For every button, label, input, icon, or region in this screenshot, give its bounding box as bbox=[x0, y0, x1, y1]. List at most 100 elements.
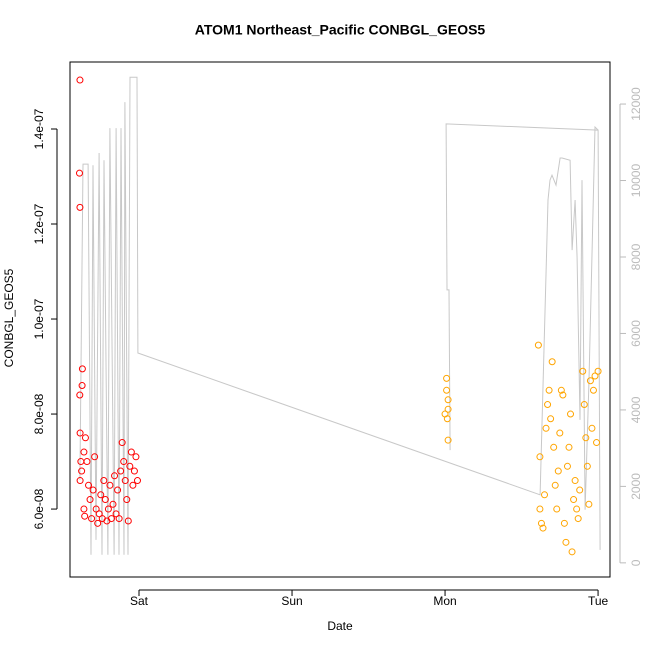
point bbox=[565, 443, 573, 451]
y2-tick-label: 8000 bbox=[629, 243, 643, 270]
point bbox=[78, 467, 86, 475]
x-axis-label: Date bbox=[327, 619, 353, 633]
point bbox=[76, 477, 84, 485]
point bbox=[557, 386, 565, 394]
y2-tick-label: 6000 bbox=[629, 320, 643, 347]
point bbox=[579, 367, 587, 375]
point bbox=[118, 439, 126, 447]
point bbox=[593, 439, 601, 447]
point bbox=[574, 515, 582, 523]
point bbox=[88, 515, 96, 523]
point bbox=[104, 505, 112, 513]
point bbox=[117, 467, 125, 475]
point bbox=[576, 486, 584, 494]
point bbox=[588, 424, 596, 432]
point bbox=[75, 169, 83, 177]
point bbox=[94, 519, 102, 527]
point bbox=[85, 481, 93, 489]
point bbox=[594, 367, 602, 375]
x-tick-label: Tue bbox=[588, 594, 609, 608]
point bbox=[570, 496, 578, 504]
point bbox=[542, 424, 550, 432]
point bbox=[107, 515, 115, 523]
point bbox=[112, 510, 120, 518]
point bbox=[571, 477, 579, 485]
point bbox=[109, 500, 117, 508]
altitude-line bbox=[79, 76, 601, 555]
point bbox=[547, 415, 555, 423]
point bbox=[559, 391, 567, 399]
point bbox=[121, 477, 129, 485]
point bbox=[80, 505, 88, 513]
chart-title: ATOM1 Northeast_Pacific CONBGL_GEOS5 bbox=[195, 22, 486, 38]
point bbox=[78, 365, 86, 373]
point bbox=[106, 481, 114, 489]
point bbox=[111, 472, 119, 480]
point bbox=[83, 458, 91, 466]
point bbox=[76, 429, 84, 437]
point bbox=[127, 448, 135, 456]
point bbox=[583, 462, 591, 470]
point bbox=[562, 538, 570, 546]
point bbox=[123, 496, 131, 504]
point bbox=[76, 391, 84, 399]
point bbox=[80, 448, 88, 456]
x-tick-label: Sun bbox=[281, 594, 302, 608]
point bbox=[573, 505, 581, 513]
point bbox=[129, 481, 137, 489]
point bbox=[91, 453, 99, 461]
point bbox=[539, 524, 547, 532]
point bbox=[124, 517, 132, 525]
point bbox=[81, 512, 89, 520]
point bbox=[444, 436, 452, 444]
point bbox=[95, 510, 103, 518]
y2-tick-label: 0 bbox=[629, 559, 643, 566]
point bbox=[580, 401, 588, 409]
x-tick-label: Sat bbox=[130, 594, 149, 608]
point bbox=[585, 500, 593, 508]
point bbox=[441, 410, 449, 418]
point bbox=[560, 519, 568, 527]
y-axis-label: CONBGL_GEOS5 bbox=[2, 268, 16, 367]
y2-tick-label: 10000 bbox=[629, 164, 643, 198]
point bbox=[536, 505, 544, 513]
point bbox=[553, 505, 561, 513]
y-tick-label: 8.0e-08 bbox=[32, 393, 46, 434]
point bbox=[120, 458, 128, 466]
point bbox=[444, 405, 452, 413]
point bbox=[100, 477, 108, 485]
point bbox=[130, 467, 138, 475]
point bbox=[126, 462, 134, 470]
y2-tick-label: 12000 bbox=[629, 87, 643, 121]
point bbox=[582, 434, 590, 442]
y-tick-label: 1.0e-07 bbox=[32, 298, 46, 339]
point bbox=[548, 358, 556, 366]
point bbox=[444, 396, 452, 404]
point bbox=[97, 491, 105, 499]
point bbox=[591, 372, 599, 380]
point bbox=[443, 374, 451, 382]
y2-tick-label: 2000 bbox=[629, 473, 643, 500]
y-tick-label: 1.4e-07 bbox=[32, 108, 46, 149]
y-tick-label: 1.2e-07 bbox=[32, 203, 46, 244]
point bbox=[563, 462, 571, 470]
x-tick-label: Mon bbox=[433, 594, 456, 608]
point bbox=[545, 386, 553, 394]
point bbox=[86, 496, 94, 504]
point bbox=[556, 429, 564, 437]
point bbox=[567, 410, 575, 418]
point bbox=[89, 486, 97, 494]
point bbox=[537, 519, 545, 527]
point bbox=[544, 401, 552, 409]
point bbox=[554, 467, 562, 475]
y-tick-label: 6.0e-08 bbox=[32, 488, 46, 529]
point bbox=[541, 491, 549, 499]
point bbox=[568, 548, 576, 556]
point bbox=[586, 377, 594, 385]
point bbox=[76, 203, 84, 211]
point bbox=[133, 477, 141, 485]
point bbox=[114, 486, 122, 494]
point bbox=[76, 76, 84, 84]
point bbox=[589, 386, 597, 394]
